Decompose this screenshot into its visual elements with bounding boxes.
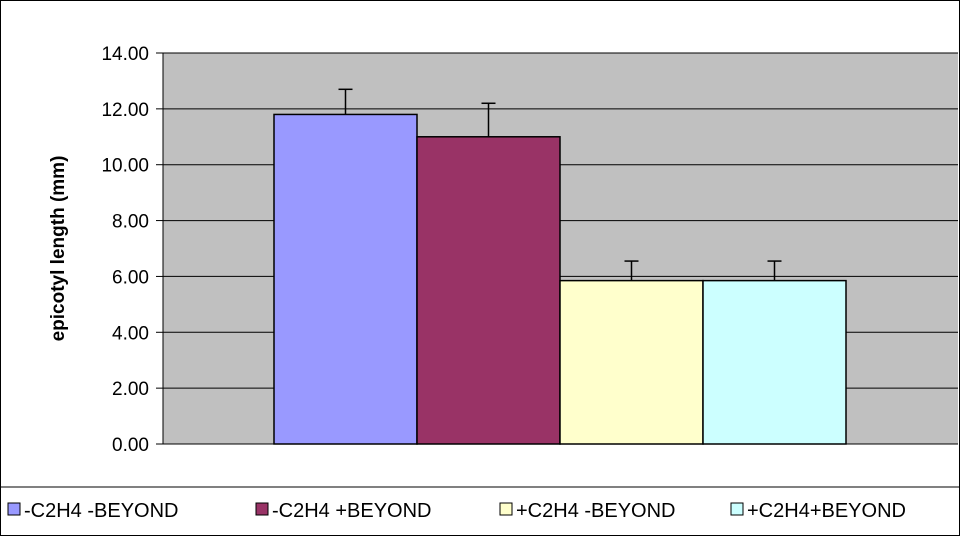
- bar-1: [273, 113, 418, 445]
- bar-4: [702, 279, 847, 445]
- y-tick-label: 10.00: [101, 156, 149, 177]
- legend-swatch-1: [7, 502, 21, 516]
- y-tick-label: 2.00: [112, 379, 149, 400]
- legend-label-4: +C2H4+BEYOND: [747, 500, 906, 522]
- axes: [156, 52, 958, 445]
- y-tick-label: 0.00: [112, 435, 149, 456]
- legend-label-2: -C2H4 +BEYOND: [272, 500, 432, 522]
- legend-swatch-4: [730, 502, 744, 516]
- bar-2: [416, 136, 561, 445]
- legend-swatch-2: [255, 502, 269, 516]
- y-tick-label: 4.00: [112, 323, 149, 344]
- legend-label-3: +C2H4 -BEYOND: [516, 500, 676, 522]
- legend: -C2H4 -BEYOND -C2H4 +BEYOND +C2H4 -BEYOND +…: [7, 500, 906, 522]
- y-axis-label: epicotyl length (mm): [48, 156, 69, 342]
- y-tick-label: 8.00: [112, 212, 149, 233]
- bar-3: [559, 279, 704, 445]
- y-tick-label: 12.00: [101, 100, 149, 121]
- legend-label-1: -C2H4 -BEYOND: [24, 500, 178, 522]
- error-bars-group: [338, 88, 782, 281]
- y-tick-label: 6.00: [112, 267, 149, 288]
- legend-swatch-3: [499, 502, 513, 516]
- y-tick-label: 14.00: [101, 44, 149, 65]
- y-tick-labels: 0.00 2.00 4.00 6.00 8.00 10.00 12.00 14.00: [101, 44, 149, 456]
